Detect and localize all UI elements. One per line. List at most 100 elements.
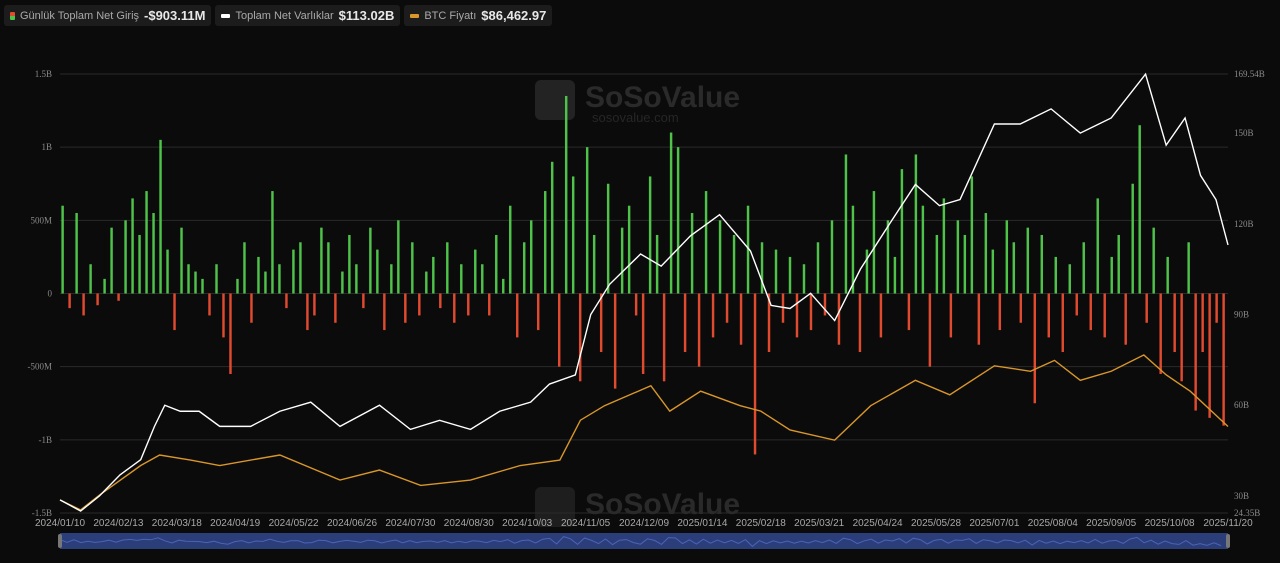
outflow-bar [1208, 293, 1211, 418]
outflow-bar [96, 293, 99, 306]
outflow-bar [1159, 293, 1162, 374]
inflow-bar [75, 213, 78, 294]
outflow-bar [1061, 293, 1064, 353]
outflow-bar [1222, 293, 1225, 426]
inflow-bar [341, 271, 344, 294]
inflow-bar [1166, 256, 1169, 294]
inflow-bar [872, 191, 876, 294]
inflow-bar [481, 264, 484, 294]
inflow-bar [571, 176, 575, 294]
legend-btc-price[interactable]: BTC Fiyatı $86,462.97 [404, 5, 553, 26]
left-axis-tick: 1.5B [35, 69, 52, 79]
inflow-bar [166, 249, 169, 294]
inflow-bar [529, 220, 533, 294]
outflow-bar [767, 293, 771, 353]
outflow-bar [418, 293, 421, 316]
inflow-bar [1082, 242, 1085, 294]
legend: Günlük Toplam Net Giriş -$903.11M Toplam… [4, 5, 553, 26]
inflow-bar [1068, 264, 1071, 294]
x-axis-tick: 2025/07/01 [969, 518, 1019, 529]
outflow-bar [998, 293, 1002, 331]
x-axis-tick: 2024/11/05 [561, 518, 611, 529]
inflow-bar [893, 256, 897, 294]
legend-daily-net-inflow[interactable]: Günlük Toplam Net Giriş -$903.11M [4, 5, 212, 26]
outflow-bar [1047, 293, 1051, 338]
left-axis-tick: -1B [39, 435, 53, 445]
inflow-bar [236, 278, 239, 294]
inflow-bar [914, 154, 918, 294]
svg-text:SoSoValue: SoSoValue [585, 488, 740, 521]
outflow-bar [1033, 293, 1037, 404]
line-legend-icon [221, 13, 231, 18]
inflow-bar [411, 242, 414, 294]
inflow-bar [984, 213, 988, 294]
outflow-bar [117, 293, 120, 301]
outflow-bar [662, 293, 666, 382]
inflow-bar [145, 191, 148, 294]
outflow-bar [753, 293, 757, 455]
outflow-bar [1194, 293, 1197, 411]
outflow-bar [1103, 293, 1106, 338]
outflow-bar [439, 293, 442, 309]
inflow-bar [585, 147, 589, 294]
legend-total-net-assets[interactable]: Toplam Net Varlıklar $113.02B [215, 5, 401, 26]
inflow-bar [152, 213, 155, 294]
x-axis-tick: 2025/04/24 [853, 518, 903, 529]
x-axis-tick: 2025/08/04 [1028, 518, 1078, 529]
inflow-bar [215, 264, 218, 294]
x-axis-tick: 2024/10/03 [502, 518, 552, 529]
outflow-bar [222, 293, 225, 338]
inflow-bar [900, 169, 904, 294]
outflow-bar [1089, 293, 1092, 331]
outflow-bar [634, 293, 638, 316]
inflow-bar [718, 220, 722, 294]
outflow-bar [781, 293, 785, 323]
inflow-bar [1012, 242, 1016, 294]
right-axis-tick: 30B [1234, 491, 1249, 501]
inflow-bar [970, 176, 974, 294]
inflow-bar [690, 213, 694, 294]
inflow-bar [474, 249, 477, 294]
inflow-bar [550, 161, 554, 294]
x-axis-tick: 2024/04/19 [210, 518, 260, 529]
outflow-bar [809, 293, 813, 331]
inflow-bar [1138, 125, 1141, 294]
x-axis-tick: 2024/07/30 [385, 518, 435, 529]
inflow-bar [564, 95, 568, 294]
inflow-bar [991, 249, 995, 294]
inflow-bar [648, 176, 652, 294]
x-axis-tick: 2025/03/21 [794, 518, 844, 529]
outflow-bar [453, 293, 456, 323]
inflow-bar [886, 220, 890, 294]
x-axis-tick: 2024/08/30 [444, 518, 494, 529]
inflow-bar [669, 132, 673, 294]
outflow-bar [907, 293, 911, 331]
outflow-bar [641, 293, 645, 374]
inflow-bar [243, 242, 246, 294]
outflow-bar [928, 293, 932, 367]
outflow-bar [977, 293, 981, 345]
x-axis-tick: 2024/06/26 [327, 518, 377, 529]
outflow-bar [467, 293, 470, 316]
svg-text:SoSoValue: SoSoValue [585, 81, 740, 114]
navigator-left-handle [58, 534, 62, 548]
inflow-bar [921, 205, 925, 294]
outflow-bar [599, 293, 603, 353]
inflow-bar [942, 198, 946, 294]
x-axis-tick: 2025/09/05 [1086, 518, 1136, 529]
range-navigator[interactable] [58, 533, 1230, 549]
inflow-bar [760, 242, 764, 294]
outflow-bar [879, 293, 883, 338]
inflow-bar [509, 205, 512, 294]
inflow-bar [425, 271, 428, 294]
navigator-series [59, 536, 1222, 548]
outflow-bar [334, 293, 337, 323]
left-axis-tick: 0 [48, 289, 53, 299]
x-axis-tick: 2024/02/13 [93, 518, 143, 529]
inflow-bar [194, 271, 197, 294]
bar-legend-icon [10, 11, 15, 20]
x-axis-tick: 2024/05/22 [269, 518, 319, 529]
inflow-bar [278, 264, 281, 294]
inflow-bar [1096, 198, 1099, 294]
inflow-bar [187, 264, 190, 294]
